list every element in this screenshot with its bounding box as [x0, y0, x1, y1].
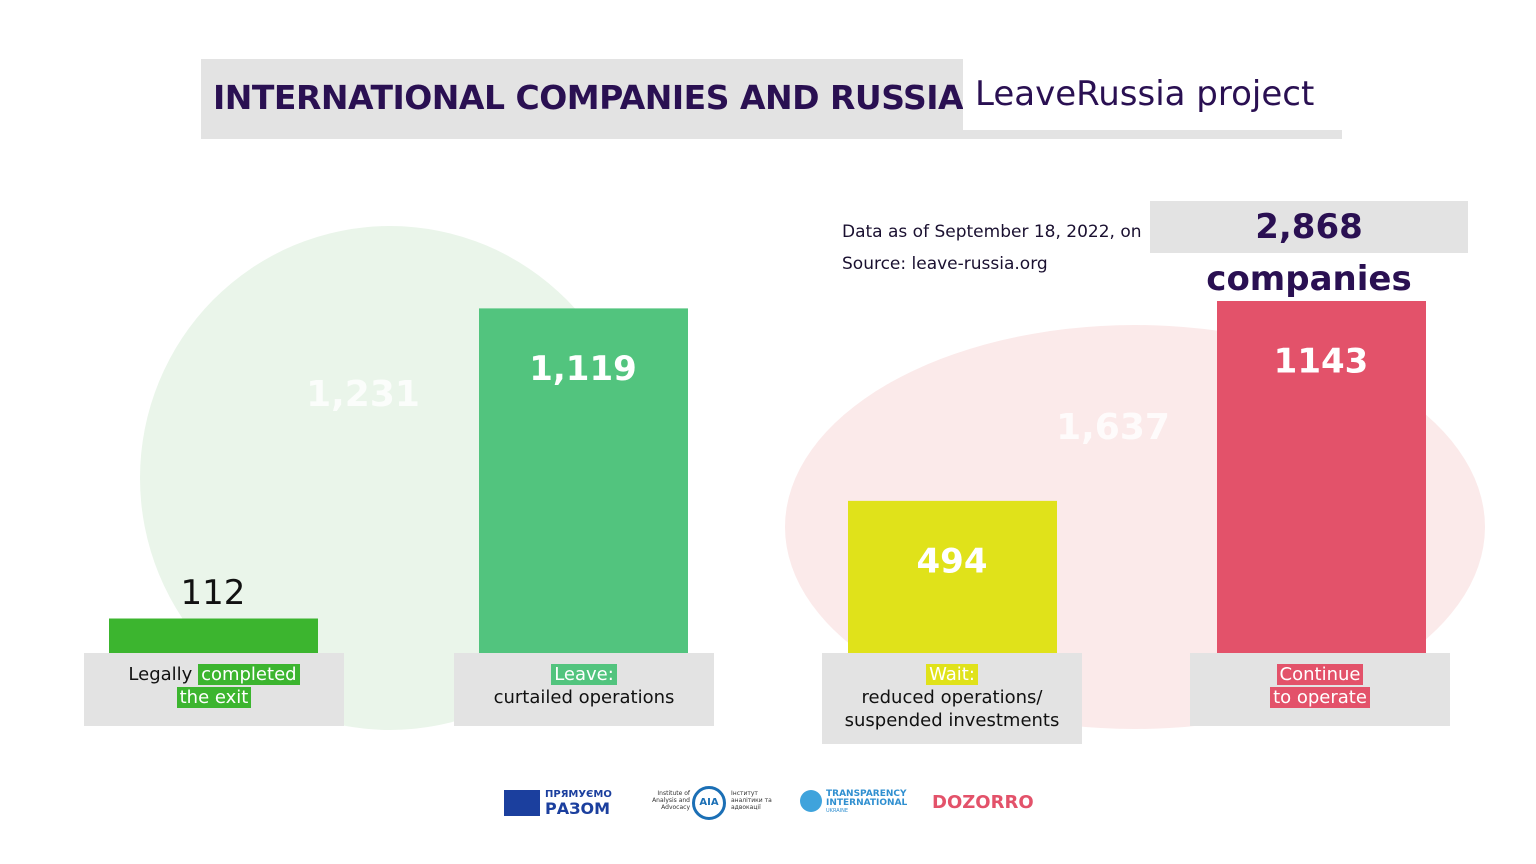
subtitle: LeaveRussia project — [963, 59, 1342, 130]
category-label: Leave: curtailed operations — [454, 653, 714, 726]
label-part: reduced operations/ — [861, 687, 1043, 708]
bar — [479, 308, 688, 653]
label-part: curtailed operations — [493, 687, 675, 708]
eu-flag — [504, 790, 540, 816]
label-line: curtailed operations — [454, 686, 714, 709]
label-line: Leave: — [454, 663, 714, 686]
logo-text: DOZORRO — [932, 792, 1034, 813]
source: Source: leave-russia.org — [842, 254, 1048, 274]
ti-icon — [800, 790, 822, 812]
bar — [848, 500, 1057, 653]
value-label: 112 — [181, 573, 246, 613]
label-line: Legally completed — [84, 663, 344, 686]
logo-text: AIA — [692, 786, 726, 820]
bar — [109, 618, 318, 653]
label-line: suspended investments — [822, 709, 1082, 732]
label-line: the exit — [84, 686, 344, 709]
label-line: reduced operations/ — [822, 686, 1082, 709]
logo-text: Інститут аналітики та адвокації — [731, 790, 772, 811]
label-part: Continue — [1276, 664, 1364, 685]
date-note: Data as of September 18, 2022, on — [842, 222, 1142, 242]
logo-text: Institute of Analysis and Advocacy — [652, 790, 690, 811]
logo-text: РАЗОМ — [545, 799, 610, 818]
value-label: 494 — [917, 541, 988, 581]
label-part: Leave: — [551, 664, 617, 685]
value-label: 1,119 — [529, 349, 637, 389]
label-part: completed — [198, 664, 300, 685]
label-line: Wait: — [822, 663, 1082, 686]
value-label: 1143 — [1274, 342, 1369, 382]
logo-text: UKRAINE — [826, 808, 849, 814]
label-part: Wait: — [926, 664, 978, 685]
bar — [1217, 301, 1426, 653]
group-label: 1,637 — [1056, 407, 1170, 448]
label-line: to operate — [1190, 686, 1450, 709]
logo-text: INTERNATIONAL — [826, 798, 908, 808]
label-part: the exit — [176, 687, 252, 708]
label-part: suspended investments — [844, 710, 1060, 731]
total: 2,868 companies — [1150, 201, 1468, 299]
label-part: to operate — [1270, 687, 1370, 708]
category-label: Legally completed the exit — [84, 653, 344, 726]
group-label: 1,231 — [306, 374, 420, 415]
logo-text: TRANSPARENCY — [826, 789, 907, 799]
category-label: Continue to operate — [1190, 653, 1450, 726]
logo-text: ПРЯМУЄМО — [545, 789, 612, 800]
category-label: Wait: reduced operations/suspended invest… — [822, 653, 1082, 744]
label-part: Legally — [128, 664, 193, 685]
label-line: Continue — [1190, 663, 1450, 686]
title: INTERNATIONAL COMPANIES AND RUSSIA: — [213, 78, 977, 117]
